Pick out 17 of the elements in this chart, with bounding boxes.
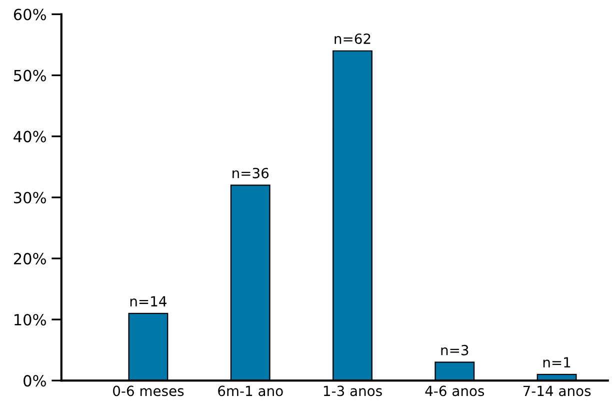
y-tick-label: 50%	[14, 70, 46, 82]
annotation: n=62	[334, 34, 370, 44]
y-tick-label: 0%	[24, 375, 46, 387]
x-tick-label: 6m-1 ano	[218, 386, 283, 396]
annotation: n=1	[543, 357, 570, 368]
y-tick-label: 10%	[14, 314, 46, 326]
x-tick-label: 7-14 anos	[523, 386, 591, 396]
x-tick-label: 0-6 meses	[113, 386, 184, 396]
y-tick-label: 60%	[14, 8, 46, 20]
annotation: n=36	[232, 168, 269, 178]
x-tick-label: 4-6 anos	[425, 386, 484, 396]
y-tick-label: 20%	[14, 252, 46, 264]
annotation: n=14	[130, 296, 166, 306]
x-tick-label: 1-3 anos	[324, 386, 382, 396]
annotation: n=3	[441, 344, 468, 356]
y-tick-label: 40%	[14, 130, 46, 142]
y-tick-label: 30%	[14, 192, 46, 204]
